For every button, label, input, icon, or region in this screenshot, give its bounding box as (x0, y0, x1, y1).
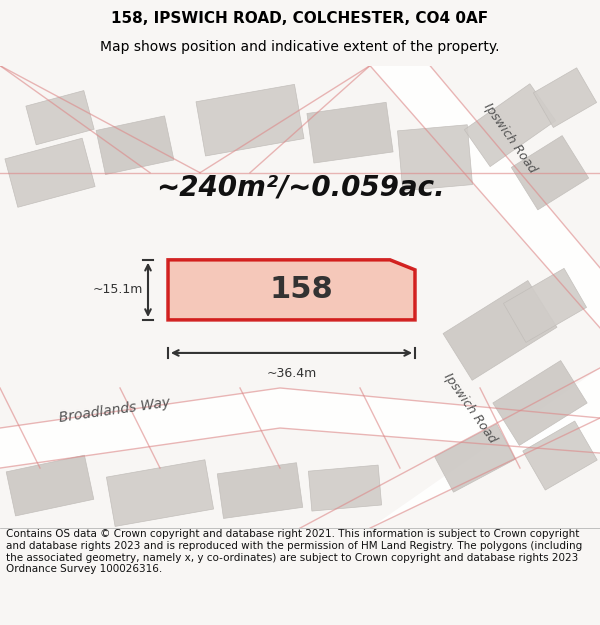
Polygon shape (168, 260, 415, 320)
Text: Broadlands Way: Broadlands Way (58, 395, 172, 425)
FancyBboxPatch shape (443, 281, 557, 380)
FancyBboxPatch shape (511, 136, 589, 210)
FancyBboxPatch shape (6, 455, 94, 516)
FancyBboxPatch shape (503, 268, 587, 342)
Text: ~15.1m: ~15.1m (92, 283, 143, 296)
FancyBboxPatch shape (308, 465, 382, 511)
FancyBboxPatch shape (307, 102, 393, 163)
Text: 158: 158 (269, 276, 334, 304)
Text: Ipswich Road: Ipswich Road (441, 371, 499, 446)
Text: Contains OS data © Crown copyright and database right 2021. This information is : Contains OS data © Crown copyright and d… (6, 529, 582, 574)
Polygon shape (370, 66, 600, 328)
Text: Map shows position and indicative extent of the property.: Map shows position and indicative extent… (100, 40, 500, 54)
Text: ~240m²/~0.059ac.: ~240m²/~0.059ac. (155, 174, 445, 202)
FancyBboxPatch shape (196, 84, 304, 156)
FancyBboxPatch shape (96, 116, 174, 174)
FancyBboxPatch shape (217, 462, 303, 519)
Text: 158, IPSWICH ROAD, COLCHESTER, CO4 0AF: 158, IPSWICH ROAD, COLCHESTER, CO4 0AF (112, 11, 488, 26)
FancyBboxPatch shape (398, 125, 472, 191)
FancyBboxPatch shape (464, 84, 556, 167)
FancyBboxPatch shape (5, 138, 95, 208)
FancyBboxPatch shape (26, 91, 94, 145)
FancyBboxPatch shape (106, 460, 214, 526)
FancyBboxPatch shape (533, 68, 596, 128)
Polygon shape (0, 388, 600, 468)
FancyBboxPatch shape (493, 361, 587, 446)
Text: ~36.4m: ~36.4m (266, 367, 317, 380)
Polygon shape (300, 368, 600, 528)
Text: Ipswich Road: Ipswich Road (481, 100, 539, 175)
FancyBboxPatch shape (435, 424, 515, 492)
FancyBboxPatch shape (523, 421, 597, 490)
